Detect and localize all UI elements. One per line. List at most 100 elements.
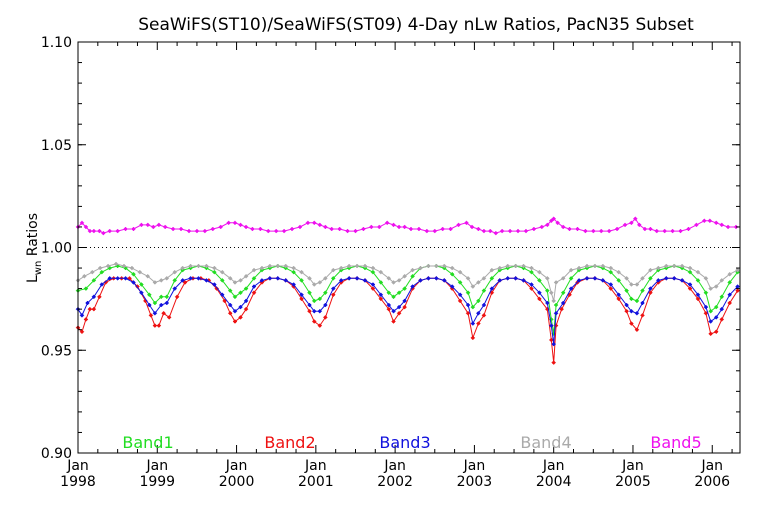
data-point	[489, 290, 495, 296]
data-point	[79, 220, 85, 226]
x-tick-month-label: Jan	[145, 458, 168, 474]
x-tick-year-label: 2004	[536, 474, 572, 490]
data-point	[553, 302, 559, 308]
data-point	[727, 292, 733, 298]
data-point	[614, 226, 620, 232]
y-axis-label-main: L	[25, 275, 41, 283]
data-point	[123, 275, 128, 281]
data-point	[448, 226, 453, 232]
data-point	[370, 286, 376, 291]
data-point	[713, 315, 719, 320]
y-axis-label-sub: wn	[33, 261, 44, 276]
data-point	[470, 321, 476, 326]
data-point	[624, 288, 629, 294]
y-tick-label: 1.05	[41, 138, 72, 154]
data-point	[238, 222, 243, 228]
data-point	[123, 226, 128, 232]
data-point	[243, 298, 249, 304]
data-point	[497, 265, 503, 271]
data-point	[708, 286, 714, 291]
data-point	[251, 290, 257, 296]
series-band5	[75, 216, 739, 236]
data-point	[640, 300, 645, 306]
data-point	[497, 278, 503, 283]
data-point	[172, 269, 178, 275]
data-point	[402, 286, 407, 291]
data-point	[299, 269, 304, 275]
data-point	[188, 275, 193, 281]
data-point	[91, 294, 97, 300]
data-point	[158, 302, 164, 308]
data-point	[505, 263, 511, 269]
data-point	[91, 306, 97, 312]
data-point	[493, 230, 499, 236]
data-point	[232, 319, 238, 324]
data-point	[391, 222, 396, 228]
data-point	[243, 286, 249, 291]
data-point	[378, 296, 384, 302]
data-point	[291, 269, 296, 275]
data-point	[608, 265, 614, 271]
data-point	[384, 220, 390, 226]
data-point	[103, 280, 109, 285]
data-point	[416, 226, 422, 232]
data-point	[170, 226, 176, 232]
data-point	[713, 329, 719, 335]
data-point	[544, 275, 550, 281]
data-point	[317, 222, 323, 228]
data-point	[529, 286, 534, 291]
data-point	[424, 228, 430, 234]
data-point	[283, 278, 289, 283]
data-point	[386, 302, 392, 308]
data-point	[616, 269, 622, 275]
data-point	[457, 298, 463, 304]
series-line	[77, 277, 739, 363]
data-point	[146, 302, 152, 308]
data-point	[489, 267, 495, 273]
data-point	[330, 292, 336, 298]
data-point	[476, 298, 481, 304]
data-point	[634, 310, 640, 316]
data-point	[139, 222, 144, 228]
data-point	[529, 265, 534, 271]
data-point	[548, 323, 554, 328]
data-point	[323, 315, 328, 320]
data-point	[703, 304, 709, 310]
data-point	[695, 269, 701, 275]
data-point	[727, 271, 733, 277]
data-point	[182, 280, 188, 285]
data-point	[323, 302, 328, 308]
data-point	[629, 308, 634, 314]
data-point	[250, 226, 255, 232]
data-point	[172, 278, 178, 283]
data-point	[317, 323, 323, 328]
data-point	[338, 278, 344, 283]
data-point	[158, 278, 164, 283]
data-point	[695, 292, 701, 298]
data-point	[616, 292, 622, 298]
data-point	[83, 224, 89, 230]
data-point	[139, 290, 144, 296]
data-point	[551, 298, 557, 304]
data-point	[727, 280, 733, 285]
data-point	[299, 296, 304, 302]
data-point	[575, 226, 580, 232]
data-point	[559, 306, 564, 312]
data-point	[719, 278, 725, 283]
data-point	[227, 275, 233, 281]
data-point	[129, 265, 135, 271]
data-point	[273, 228, 279, 234]
x-tick-month-label: Jan	[463, 458, 486, 474]
data-point	[91, 228, 97, 234]
data-point	[238, 290, 243, 296]
data-point	[311, 282, 317, 287]
data-point	[311, 220, 317, 226]
data-point	[560, 290, 566, 296]
data-point	[196, 263, 201, 269]
data-point	[115, 275, 120, 281]
data-point	[703, 290, 709, 296]
data-point	[305, 220, 311, 226]
data-point	[317, 296, 323, 302]
data-point	[391, 319, 396, 324]
data-point	[576, 265, 582, 271]
